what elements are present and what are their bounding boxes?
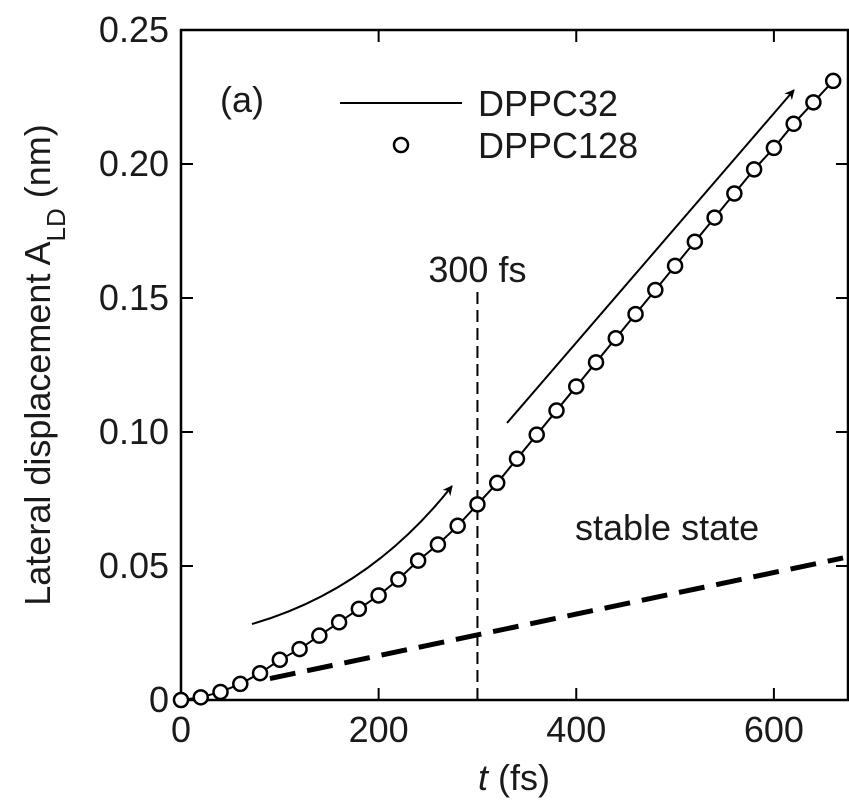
- y-tick-label: 0.05: [99, 545, 169, 586]
- y-tick-label: 0.15: [99, 277, 169, 318]
- x-label-symbol: t: [478, 757, 490, 798]
- y-tick-label: 0.25: [99, 9, 169, 50]
- data-point: [271, 651, 289, 669]
- y-label-unit: (nm): [17, 124, 58, 198]
- data-point: [607, 329, 625, 347]
- x-label-unit: (fs): [498, 757, 550, 798]
- x-tick-label: 600: [744, 709, 804, 750]
- panel-label: (a): [220, 79, 264, 120]
- x-tick-label: 400: [546, 709, 606, 750]
- data-point: [232, 675, 249, 693]
- data-point: [568, 378, 585, 395]
- legend-label: DPPC128: [478, 125, 638, 166]
- arrow: [251, 485, 453, 625]
- data-point: [706, 209, 723, 226]
- y-label-sub: LD: [41, 208, 71, 241]
- data-point: [469, 496, 486, 513]
- legend-label: DPPC32: [478, 83, 618, 124]
- data-point: [311, 627, 328, 644]
- data-point: [666, 257, 684, 275]
- data-point: [765, 139, 783, 157]
- reference-label: stable state: [575, 507, 759, 548]
- data-point: [172, 691, 190, 709]
- x-axis-label: t (fs): [478, 757, 550, 798]
- x-tick-label: 0: [171, 709, 191, 750]
- arrow: [506, 89, 795, 424]
- vline-label: 300 fs: [428, 249, 526, 290]
- data-point: [192, 689, 210, 706]
- y-tick-label: 0.10: [99, 411, 169, 452]
- data-point: [587, 354, 605, 371]
- data-point: [528, 426, 545, 443]
- series-line: [180, 80, 834, 701]
- data-point: [212, 683, 229, 701]
- data-point: [745, 161, 763, 178]
- data-point: [291, 640, 308, 658]
- data-point: [370, 587, 387, 604]
- data-point: [390, 571, 407, 588]
- data-point: [824, 72, 842, 90]
- x-tick-label: 200: [349, 709, 409, 750]
- data-point: [805, 94, 822, 111]
- data-point: [508, 450, 526, 468]
- data-point: [409, 552, 427, 569]
- y-label-main: Lateral displacement A: [17, 242, 58, 606]
- plot-frame: [179, 28, 849, 702]
- data-point: [449, 517, 466, 535]
- y-tick-label: 0: [149, 679, 169, 720]
- data-point: [647, 281, 664, 299]
- y-tick-label: 0.20: [99, 143, 169, 184]
- reference-line: [269, 555, 844, 682]
- data-point: [488, 474, 506, 492]
- data-point: [726, 185, 743, 202]
- legend-marker: [392, 136, 410, 154]
- data-point: [330, 614, 348, 631]
- data-point: [627, 305, 644, 323]
- data-point: [686, 233, 704, 250]
- data-point: [785, 115, 802, 133]
- data-point: [350, 600, 368, 618]
- y-axis-label: Lateral displacement ALD (nm): [17, 124, 71, 605]
- data-point: [429, 536, 447, 553]
- data-point: [548, 402, 565, 419]
- data-point: [251, 664, 269, 682]
